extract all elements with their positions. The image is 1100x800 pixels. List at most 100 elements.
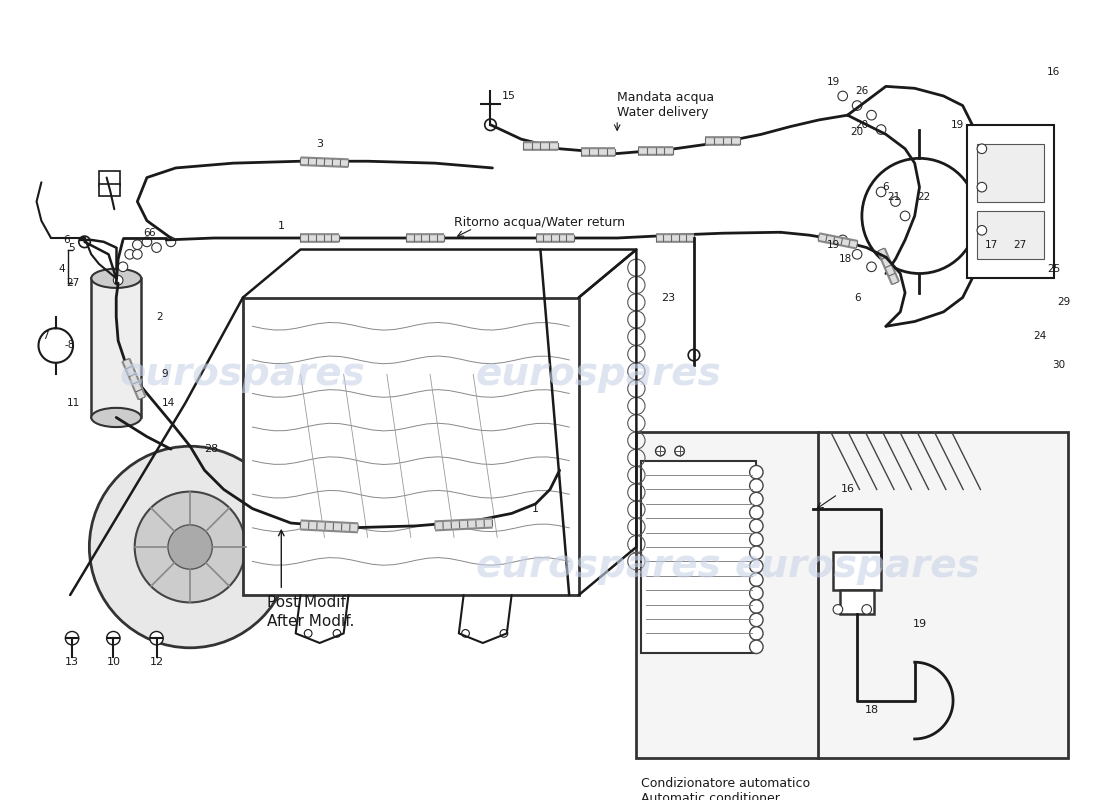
Text: 27: 27 [66,278,80,288]
Text: 26: 26 [856,86,869,96]
Circle shape [125,250,134,259]
Text: eurospares: eurospares [120,355,366,394]
Text: 27: 27 [1013,240,1027,250]
Circle shape [485,119,496,130]
Circle shape [900,211,910,221]
Bar [839,590,875,614]
Text: -8: -8 [65,341,75,350]
Text: eurospares: eurospares [475,547,720,586]
Circle shape [134,491,245,602]
Text: Mandata acqua: Mandata acqua [617,91,714,104]
Text: Post Modif.: Post Modif. [267,595,350,610]
Circle shape [977,144,987,154]
Text: Water delivery: Water delivery [617,106,708,118]
Text: 6: 6 [144,228,151,238]
Circle shape [152,243,162,252]
Text: 21: 21 [887,192,900,202]
Circle shape [862,605,871,614]
Circle shape [749,466,763,479]
Circle shape [89,446,290,648]
Text: 19: 19 [826,77,839,86]
Circle shape [150,631,163,645]
Bar [968,125,1054,278]
Circle shape [65,631,79,645]
Circle shape [749,479,763,492]
Text: 15: 15 [502,91,516,101]
Text: 7: 7 [43,331,50,341]
Circle shape [168,525,212,569]
Circle shape [674,446,684,456]
Text: 4: 4 [58,264,65,274]
Text: 18: 18 [839,254,853,264]
Circle shape [333,630,341,638]
Ellipse shape [91,269,141,288]
Circle shape [749,600,763,614]
Circle shape [132,240,142,250]
Text: 19: 19 [912,618,926,629]
Circle shape [749,559,763,573]
Circle shape [166,237,176,246]
Text: 10: 10 [107,657,120,667]
Text: After Modif.: After Modif. [267,614,354,630]
Circle shape [749,546,763,559]
Text: 1: 1 [278,221,285,230]
Text: 6: 6 [882,182,889,192]
Circle shape [689,350,700,361]
Circle shape [977,182,987,192]
Circle shape [867,110,877,120]
Ellipse shape [91,408,141,427]
Circle shape [107,631,120,645]
Bar [91,278,141,418]
Text: 6: 6 [148,228,155,238]
Circle shape [749,492,763,506]
Circle shape [838,91,847,101]
Text: 11: 11 [66,398,80,408]
Bar [99,171,120,186]
Circle shape [656,446,666,456]
Text: 6: 6 [64,235,70,245]
Circle shape [305,630,312,638]
Text: 19: 19 [952,120,965,130]
Text: 13: 13 [65,657,79,667]
Text: Ritorno acqua/Water return: Ritorno acqua/Water return [454,216,625,229]
Circle shape [749,519,763,533]
Text: 25: 25 [1047,264,1060,274]
Circle shape [500,630,508,638]
Text: 18: 18 [865,705,879,715]
Circle shape [749,573,763,586]
Text: 2: 2 [156,312,163,322]
Text: 29: 29 [1057,298,1070,307]
Bar [99,184,120,196]
Text: eurospares: eurospares [475,355,720,394]
Circle shape [838,235,847,245]
Circle shape [79,236,90,247]
Text: Condizionatore automatico: Condizionatore automatico [641,778,811,790]
Bar [641,461,757,653]
Text: 17: 17 [984,240,998,250]
Text: 12: 12 [150,657,164,667]
Text: 1: 1 [532,504,539,514]
Text: 23: 23 [661,293,674,302]
Circle shape [877,187,886,197]
Text: 6: 6 [854,293,860,302]
Text: Automatic conditioner: Automatic conditioner [641,792,780,800]
Bar [243,298,579,595]
Circle shape [749,614,763,626]
Circle shape [891,197,900,206]
Circle shape [749,586,763,600]
Text: 16: 16 [1047,67,1060,77]
Text: 28: 28 [205,444,219,454]
Bar [833,552,881,590]
Text: 24: 24 [1033,331,1046,341]
Circle shape [833,605,843,614]
Circle shape [118,262,128,271]
Text: 30: 30 [1052,360,1065,370]
Circle shape [852,250,862,259]
Text: 20: 20 [856,120,869,130]
Text: 3: 3 [316,139,323,149]
Circle shape [877,125,886,134]
Bar [977,211,1044,259]
Circle shape [977,226,987,235]
Circle shape [132,250,142,259]
Circle shape [142,237,152,246]
